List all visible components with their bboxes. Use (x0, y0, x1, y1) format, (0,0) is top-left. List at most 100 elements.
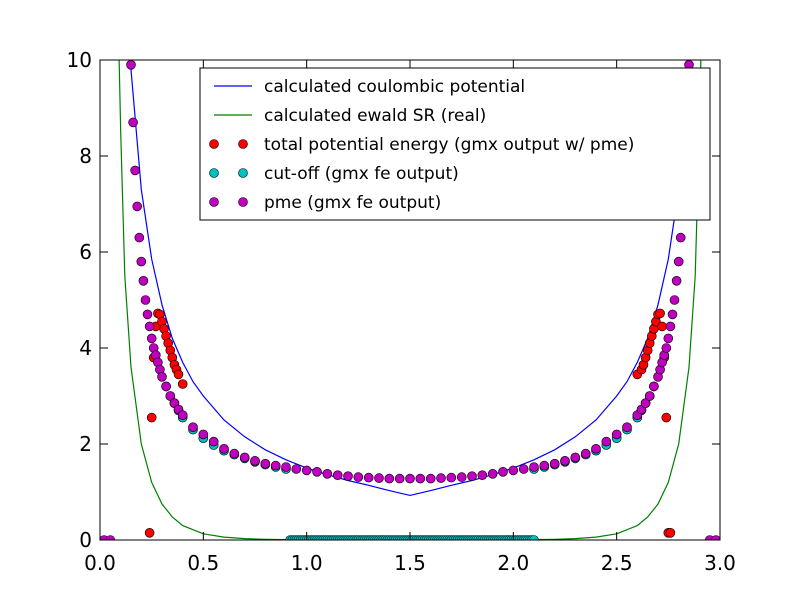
pme-point (487, 468, 498, 479)
pme-point (663, 333, 674, 344)
pme-point (529, 462, 539, 472)
total-energy-point (144, 527, 155, 538)
pme-point (580, 448, 591, 459)
pme-point (446, 472, 457, 483)
pme-point (208, 436, 219, 447)
pme-point (374, 473, 384, 483)
x-tick-label: 0.5 (187, 551, 219, 575)
total-energy-point (655, 308, 665, 319)
pme-point (539, 460, 550, 471)
series-line-1 (118, 60, 702, 540)
y-tick-label: 6 (79, 240, 92, 264)
total-energy-point (173, 369, 184, 380)
pme-point (640, 398, 651, 409)
pme-point (250, 455, 260, 466)
pme-point (140, 295, 151, 305)
pme-point (138, 275, 149, 286)
total-energy-point (661, 412, 672, 423)
pme-point (671, 275, 682, 286)
pme-point (363, 472, 374, 483)
total-energy-point (665, 527, 676, 538)
legend-label-pme: pme (gmx fe output) (264, 193, 441, 213)
pme-point (353, 472, 364, 482)
legend-marker-cutoff-a (209, 168, 219, 178)
pme-point (142, 309, 153, 320)
pme-point (405, 473, 415, 484)
pme-point (128, 117, 138, 128)
pme-point (291, 464, 302, 474)
pme-point (146, 333, 157, 344)
legend-marker-pme-b (238, 197, 248, 207)
pme-point (239, 452, 250, 463)
legend-label-coulombic: calculated coulombic potential (264, 77, 525, 97)
pme-point (622, 422, 632, 433)
x-tick-label: 1.0 (291, 551, 323, 575)
x-tick-label: 1.5 (394, 551, 426, 575)
legend-box (199, 67, 711, 221)
pme-point (560, 455, 570, 466)
pme-point (322, 468, 333, 479)
pme-point (343, 471, 353, 482)
cutoff-floor-point (529, 535, 539, 540)
y-tick-label: 8 (79, 144, 92, 168)
total-energy-point (146, 412, 157, 423)
pme-point (644, 391, 655, 401)
pme-point (134, 232, 145, 243)
series-layer (100, 60, 720, 540)
pme-point (219, 443, 229, 454)
pme-point (661, 343, 672, 353)
pme-point (260, 458, 271, 469)
total-energy-point (657, 321, 667, 332)
y-tick-label: 0 (79, 528, 92, 552)
y-tick-label: 4 (79, 336, 92, 360)
pme-point (136, 256, 147, 267)
pme-point (711, 535, 720, 540)
pme-point (144, 321, 155, 332)
pme-point (270, 460, 281, 471)
series-line-0 (130, 69, 690, 497)
ticks-layer: 0.0 0.5 1.0 1.5 2.0 2.5 3.0 0 2 4 6 8 10 (67, 48, 736, 575)
pme-point (467, 471, 477, 482)
pme-point (415, 473, 426, 484)
pme-point (312, 466, 322, 477)
legend-marker-pme-a (209, 197, 219, 207)
x-tick-label: 2.0 (497, 551, 529, 575)
pme-point (673, 256, 684, 267)
pme-point (665, 321, 676, 332)
pme-point (281, 462, 291, 472)
legend-label-ewald: calculated ewald SR (real) (264, 106, 486, 126)
legend-marker-total-b (238, 139, 248, 149)
pme-point (130, 165, 140, 176)
pme-point (332, 470, 343, 481)
pme-point (675, 232, 686, 243)
pme-point (477, 470, 488, 481)
pme-point (498, 466, 508, 477)
y-tick-label: 10 (67, 48, 92, 72)
pme-point (667, 309, 678, 320)
pme-point (132, 201, 142, 212)
pme-point (126, 60, 136, 70)
pme-point (105, 535, 116, 540)
pme-point (591, 443, 601, 454)
pme-point (649, 381, 659, 392)
pme-point (384, 473, 395, 484)
pme-point (669, 295, 680, 305)
pme-point (549, 458, 560, 469)
legend-marker-total-a (209, 139, 219, 149)
total-energy-point (177, 379, 188, 389)
pme-point (177, 410, 188, 421)
pme-point (229, 448, 240, 459)
pme-point (570, 452, 581, 463)
pme-point (394, 473, 405, 484)
pme-point (165, 391, 176, 401)
pme-point (436, 473, 446, 483)
pme-point (425, 473, 436, 484)
pme-point (601, 436, 612, 447)
legend-marker-cutoff-b (238, 168, 248, 178)
legend-label-total: total potential energy (gmx output w/ pm… (264, 135, 634, 155)
pme-point (161, 381, 171, 392)
legend-label-cutoff: cut-off (gmx fe output) (264, 164, 459, 184)
pme-point (198, 429, 209, 440)
pme-point (301, 465, 312, 476)
